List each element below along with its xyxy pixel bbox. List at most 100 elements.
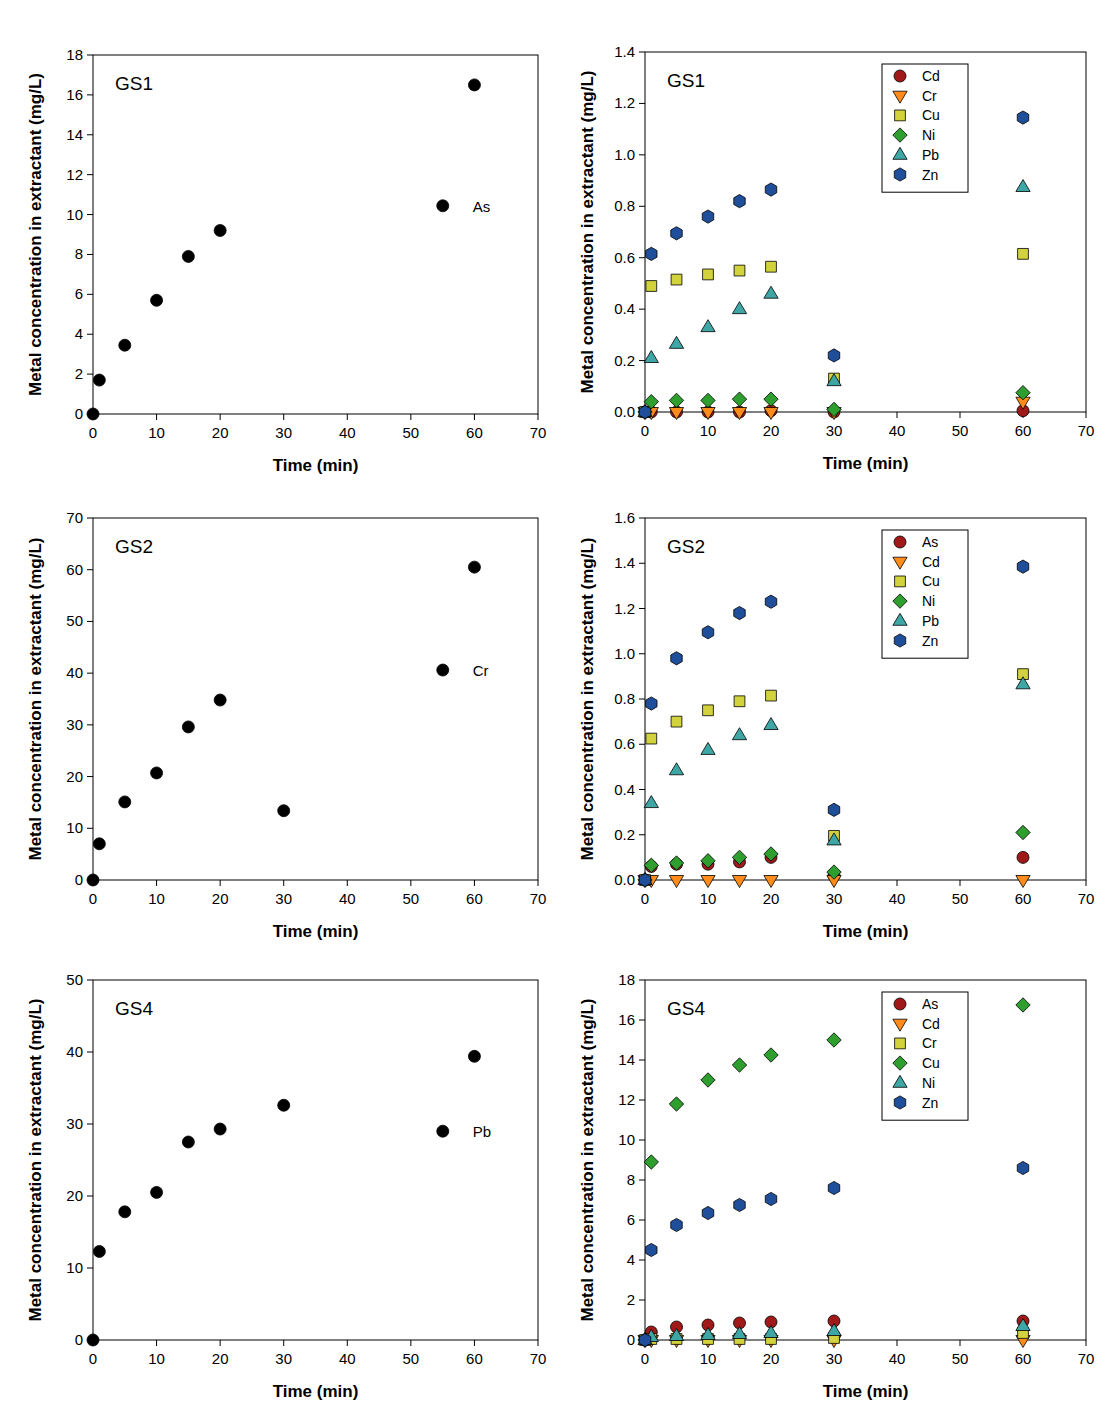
data-point (468, 79, 480, 91)
data-point (93, 838, 105, 850)
y-tick-label: 50 (66, 971, 83, 988)
panel: 01020304050607001020304050Time (min)Meta… (26, 971, 546, 1401)
legend-label: As (922, 996, 938, 1012)
panel-title: GS2 (115, 536, 153, 557)
y-tick (87, 776, 93, 777)
data-point (468, 1050, 480, 1062)
data-point (701, 742, 715, 754)
data-point (646, 697, 657, 710)
x-tick-label: 20 (763, 422, 780, 439)
x-tick (474, 414, 475, 420)
y-tick (639, 653, 645, 654)
data-point (701, 876, 715, 888)
legend-label: Ni (922, 593, 935, 609)
x-tick (1086, 412, 1087, 418)
legend-label: Cd (922, 68, 940, 84)
data-group (87, 79, 480, 420)
data-point (701, 1073, 715, 1087)
y-tick (639, 834, 645, 835)
legend-marker (893, 147, 907, 159)
x-tick-label: 10 (700, 890, 717, 907)
legend: AsCdCrCuNiZn (882, 992, 968, 1120)
data-point (827, 402, 841, 416)
plot-frame (93, 55, 538, 414)
x-tick-label: 60 (1015, 422, 1032, 439)
data-point (639, 874, 651, 886)
legend-marker (894, 70, 906, 82)
data-point (701, 854, 715, 868)
legend-label: Cd (922, 554, 940, 570)
y-tick-label: 1.0 (614, 645, 635, 662)
x-tick-label: 60 (1015, 890, 1032, 907)
y-tick-label: 70 (66, 509, 83, 526)
data-point (1016, 386, 1030, 400)
data-point (278, 805, 290, 817)
data-point (701, 1328, 715, 1340)
x-tick-label: 30 (826, 1350, 843, 1367)
legend-marker (893, 594, 907, 608)
legend-marker (894, 536, 906, 548)
data-point (1016, 998, 1030, 1012)
x-tick (156, 880, 157, 886)
x-tick (538, 414, 539, 420)
data-point (732, 1327, 746, 1339)
x-tick-label: 60 (466, 424, 483, 441)
y-tick-label: 1.2 (614, 94, 635, 111)
y-tick-label: 0.8 (614, 197, 635, 214)
data-point (119, 339, 131, 351)
x-tick (538, 1340, 539, 1346)
data-point (764, 876, 778, 888)
panel-title: GS1 (115, 73, 153, 94)
data-point (1016, 876, 1030, 888)
y-tick-label: 16 (66, 86, 83, 103)
y-axis-label: Metal concentration in extractant (mg/L) (26, 537, 45, 860)
data-point (671, 716, 682, 727)
legend-label: Cr (473, 662, 489, 679)
data-point (214, 225, 226, 237)
x-tick-label: 30 (275, 890, 292, 907)
y-tick (639, 789, 645, 790)
data-point (732, 302, 746, 314)
y-tick-label: 30 (66, 1115, 83, 1132)
y-tick-label: 18 (66, 46, 83, 63)
data-point (734, 1198, 745, 1211)
data-point (639, 406, 651, 418)
y-tick (87, 294, 93, 295)
data-point (764, 286, 778, 298)
x-tick (283, 1340, 284, 1346)
y-tick-label: 6 (627, 1211, 635, 1228)
data-point (119, 1206, 131, 1218)
data-point (703, 705, 714, 716)
data-point (827, 833, 841, 845)
data-point (732, 728, 746, 740)
y-tick (639, 518, 645, 519)
data-point (828, 349, 839, 362)
data-point (671, 1218, 682, 1231)
y-tick (639, 699, 645, 700)
x-tick-label: 20 (212, 890, 229, 907)
y-tick-label: 0.2 (614, 352, 635, 369)
data-point (644, 858, 658, 872)
x-tick-label: 40 (339, 890, 356, 907)
panel: 010203040506070024681012141618Time (min)… (578, 971, 1094, 1401)
y-tick-label: 1.6 (614, 509, 635, 526)
x-tick-label: 50 (403, 890, 420, 907)
legend-label: Cu (922, 1055, 940, 1071)
data-point (671, 227, 682, 240)
data-point (646, 281, 657, 292)
data-point (701, 393, 715, 407)
x-tick (1086, 880, 1087, 886)
x-tick-label: 0 (641, 890, 649, 907)
data-point (1017, 851, 1029, 863)
data-point (732, 408, 746, 420)
data-point (119, 796, 131, 808)
data-point (732, 876, 746, 888)
data-point (1016, 825, 1030, 839)
x-tick-label: 20 (212, 1350, 229, 1367)
legend-marker (437, 1125, 449, 1137)
y-tick (639, 1260, 645, 1261)
legend-label: As (922, 534, 938, 550)
y-tick-label: 10 (66, 1259, 83, 1276)
legend-marker (894, 634, 905, 647)
y-tick (639, 980, 645, 981)
